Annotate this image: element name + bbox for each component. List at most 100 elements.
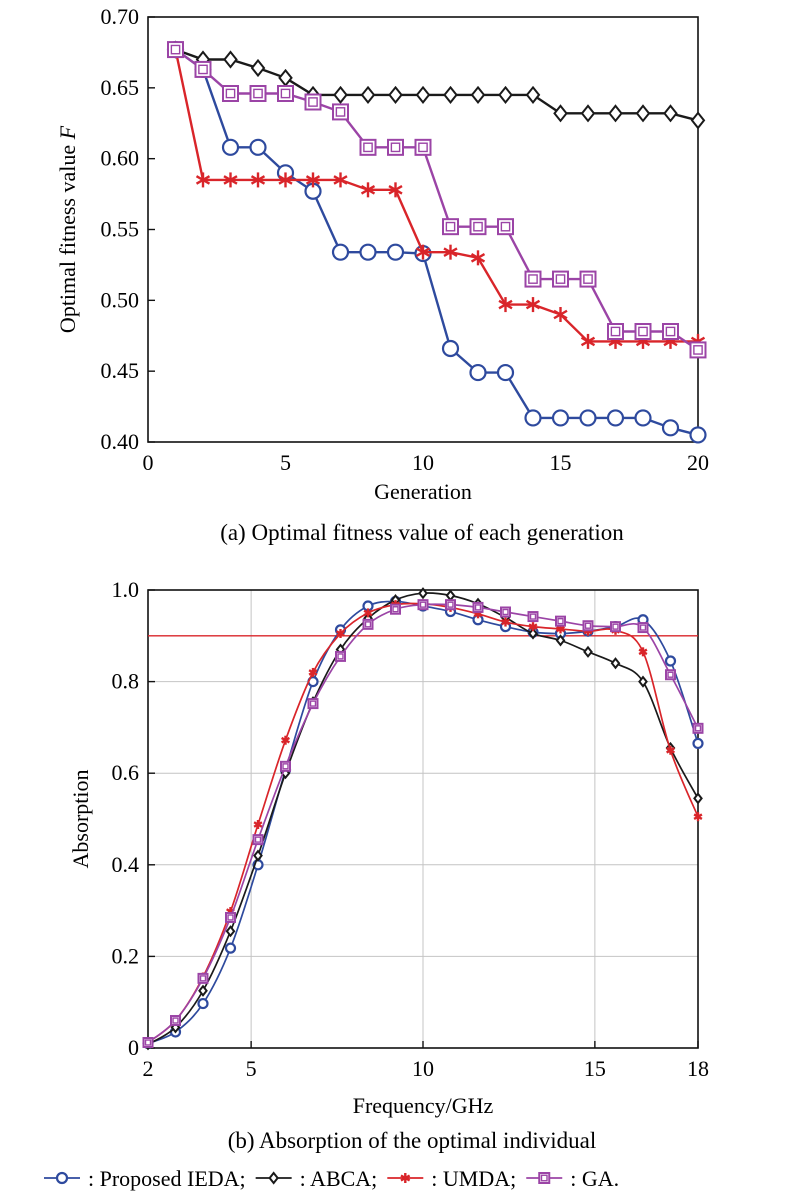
b-point-umda-6 [308, 667, 318, 677]
b-point-ga-15 [555, 615, 566, 627]
a-point-ieda-19 [689, 426, 707, 444]
b-point-ga-11 [445, 599, 456, 611]
a-point-umda-9 [415, 244, 431, 260]
b-point-ga-10 [417, 599, 429, 611]
b-y-tick-label-0: 0 [128, 1035, 139, 1060]
panel-b-absorption-chart: 2 5 10 15 18 0 0.2 0.4 0.6 0.8 1.0 Frequency/GHz Abs… [68, 577, 709, 1118]
a-y-tick-label-4: 0.60 [101, 146, 140, 171]
a-point-abca-2 [223, 50, 238, 69]
a-point-ieda-17 [634, 409, 652, 427]
a-point-ieda-10 [441, 339, 460, 358]
a-point-ga-10 [442, 218, 459, 236]
legend-label-umda: : UMDA; [431, 1166, 516, 1191]
a-point-abca-9 [415, 85, 431, 105]
a-y-tick-label-0: 0.40 [101, 429, 140, 454]
a-point-umda-6 [333, 172, 348, 188]
b-point-abca-17 [610, 657, 621, 670]
b-point-ga-20 [692, 722, 704, 734]
a-series-line-umda [174, 49, 698, 343]
b-y-tick-label-3: 0.6 [112, 760, 140, 785]
a-point-abca-11 [470, 85, 486, 105]
a-point-ga-6 [332, 103, 349, 121]
b-x-tick-label-4: 18 [687, 1056, 709, 1081]
a-point-ieda-12 [496, 363, 515, 382]
b-point-ga-14 [527, 611, 539, 623]
b-point-umda-14 [528, 622, 538, 632]
a-point-umda-8 [388, 182, 403, 198]
a-point-ga-0 [167, 41, 184, 59]
b-point-ga-7 [335, 650, 346, 662]
b-x-tick-label-0: 2 [143, 1056, 154, 1081]
a-y-tick-label-2: 0.50 [101, 287, 140, 312]
a-y-tick-label-5: 0.65 [101, 75, 140, 100]
b-point-ga-16 [582, 620, 594, 632]
a-point-ga-19 [689, 341, 707, 359]
b-point-ieda-20 [692, 737, 704, 750]
legend: : Proposed IEDA; : ABCA; : UMDA; : GA. [44, 1166, 619, 1191]
b-point-ga-5 [280, 760, 291, 772]
b-point-ga-17 [610, 621, 621, 633]
a-point-ga-1 [194, 60, 212, 78]
a-point-ieda-13 [524, 409, 542, 427]
a-point-umda-11 [470, 250, 486, 266]
b-point-ga-0 [142, 1037, 154, 1049]
b-point-abca-20 [693, 792, 703, 805]
a-point-abca-19 [690, 111, 706, 130]
a-point-umda-13 [525, 297, 541, 313]
b-point-umda-4 [253, 819, 263, 829]
legend-label-ga: : GA. [570, 1166, 619, 1191]
b-point-umda-19 [666, 745, 675, 755]
a-point-abca-13 [525, 85, 541, 105]
b-point-abca-4 [253, 849, 263, 862]
a-point-ga-8 [387, 138, 404, 156]
legend-label-ieda: : Proposed IEDA; [88, 1166, 246, 1191]
b-y-tick-label-2: 0.4 [112, 852, 140, 877]
a-point-umda-12 [498, 297, 513, 313]
panel-b-caption: (b) Absorption of the optimal individual [228, 1128, 597, 1153]
a-y-axis-label: Optimal fitness value F [55, 125, 80, 333]
a-point-ga-7 [359, 138, 377, 156]
a-point-umda-2 [223, 172, 238, 188]
a-point-ga-18 [662, 323, 679, 340]
a-point-abca-18 [663, 104, 678, 123]
a-point-ieda-3 [249, 138, 267, 156]
a-point-umda-5 [305, 172, 321, 188]
b-point-ga-12 [472, 601, 484, 613]
a-x-tick-label-1: 5 [280, 450, 291, 475]
b-point-ga-18 [637, 622, 649, 634]
a-point-umda-1 [195, 172, 211, 188]
b-point-abca-16 [583, 645, 593, 658]
b-point-abca-2 [198, 984, 208, 997]
b-x-tick-label-2: 10 [412, 1056, 434, 1081]
b-point-ga-3 [225, 911, 236, 923]
legend-marker-abca [268, 1171, 279, 1185]
legend-marker-ga [538, 1172, 551, 1184]
legend-label-abca: : ABCA; [300, 1166, 378, 1191]
b-point-ga-9 [390, 603, 401, 615]
a-point-ga-3 [249, 85, 267, 102]
legend-marker-umda [400, 1173, 411, 1183]
a-point-abca-6 [333, 85, 348, 105]
a-point-ieda-18 [661, 419, 680, 437]
a-point-umda-10 [443, 244, 458, 260]
a-point-ieda-16 [606, 409, 625, 427]
a-point-ieda-11 [469, 363, 487, 382]
b-point-ieda-2 [197, 997, 209, 1010]
a-point-umda-15 [580, 333, 596, 349]
b-point-ga-1 [170, 1015, 181, 1027]
a-y-axis-variable: F [55, 125, 80, 145]
a-point-abca-3 [250, 58, 266, 78]
b-point-ga-2 [197, 972, 209, 984]
b-point-abca-15 [555, 634, 566, 647]
a-x-tick-label-3: 15 [550, 450, 572, 475]
legend-marker-ieda [55, 1171, 69, 1185]
a-point-umda-14 [553, 307, 568, 322]
b-point-umda-7 [336, 629, 345, 639]
b-point-ieda-19 [664, 655, 677, 667]
a-point-umda-3 [250, 172, 266, 188]
a-point-abca-10 [443, 85, 458, 105]
panel-a-caption: (a) Optimal fitness value of each genera… [220, 520, 624, 545]
a-point-ieda-8 [386, 243, 405, 261]
a-point-abca-16 [608, 104, 623, 123]
a-point-ga-11 [469, 218, 487, 236]
